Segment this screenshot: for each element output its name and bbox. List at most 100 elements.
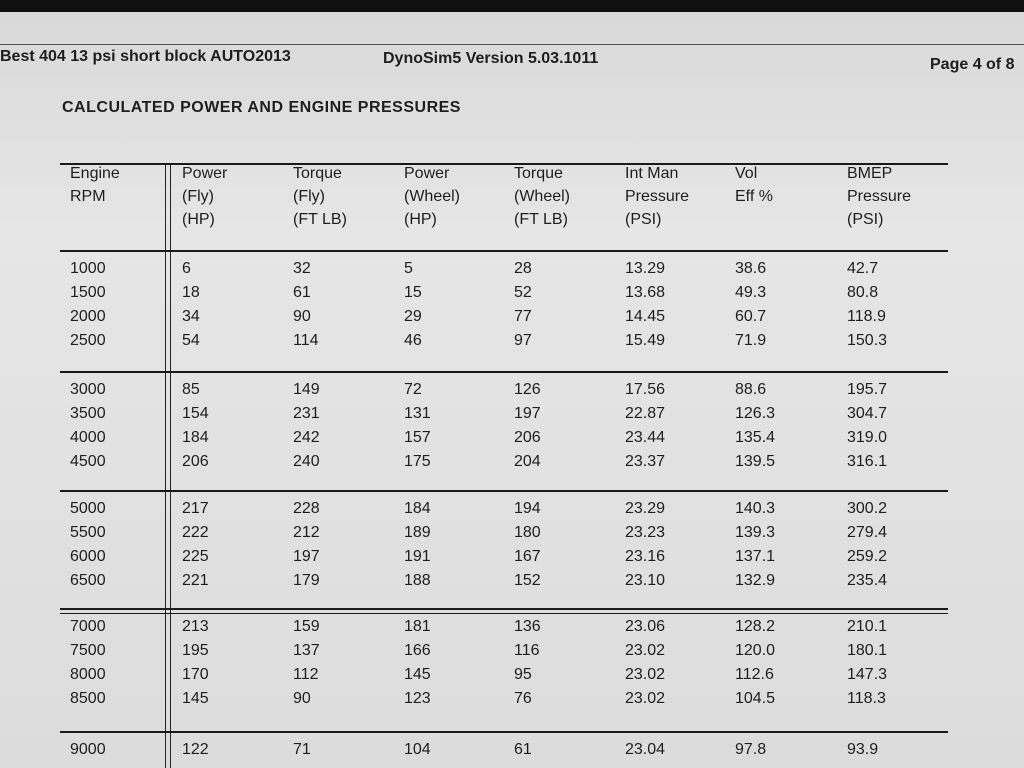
- column-header: (Fly): [182, 188, 214, 205]
- cell: 23.02: [625, 690, 666, 707]
- cell: 71.9: [735, 332, 767, 349]
- column-header: (FT LB): [514, 211, 568, 228]
- cell: 179: [293, 572, 320, 589]
- cell: 32: [293, 260, 311, 277]
- cell: 1000: [70, 260, 106, 277]
- cell: 23.23: [625, 524, 666, 541]
- section-title: CALCULATED POWER AND ENGINE PRESSURES: [62, 99, 461, 116]
- cell: 15: [404, 284, 422, 301]
- cell: 61: [514, 741, 532, 758]
- cell: 145: [404, 666, 431, 683]
- cell: 97.8: [735, 741, 767, 758]
- cell: 52: [514, 284, 532, 301]
- cell: 15.49: [625, 332, 666, 349]
- cell: 23.10: [625, 572, 666, 589]
- cell: 137.1: [735, 548, 776, 565]
- cell: 71: [293, 741, 311, 758]
- cell: 85: [182, 381, 200, 398]
- cell: 46: [404, 332, 422, 349]
- cell: 2000: [70, 308, 106, 325]
- cell: 112.6: [735, 666, 774, 683]
- cell: 61: [293, 284, 311, 301]
- cell: 259.2: [847, 548, 888, 565]
- cell: 77: [514, 308, 532, 325]
- cell: 126.3: [735, 405, 776, 422]
- cell: 13.29: [625, 260, 666, 277]
- column-header: Power: [404, 165, 450, 182]
- column-header: Torque: [293, 165, 342, 182]
- cell: 60.7: [735, 308, 767, 325]
- cell: 114: [293, 332, 319, 349]
- cell: 120.0: [735, 642, 776, 659]
- cell: 23.29: [625, 500, 666, 517]
- cell: 319.0: [847, 429, 888, 446]
- cell: 180.1: [847, 642, 888, 659]
- column-header: (Fly): [293, 188, 325, 205]
- cell: 23.04: [625, 741, 666, 758]
- cell: 95: [514, 666, 532, 683]
- cell: 147.3: [847, 666, 888, 683]
- cell: 204: [514, 453, 541, 470]
- cell: 18: [182, 284, 200, 301]
- cell: 225: [182, 548, 209, 565]
- cell: 17.56: [625, 381, 666, 398]
- cell: 231: [293, 405, 320, 422]
- cell: 180: [514, 524, 541, 541]
- cell: 28: [514, 260, 532, 277]
- cell: 42.7: [847, 260, 879, 277]
- cell: 304.7: [847, 405, 888, 422]
- cell: 191: [404, 548, 431, 565]
- cell: 206: [182, 453, 209, 470]
- column-header: RPM: [70, 188, 106, 205]
- cell: 131: [404, 405, 431, 422]
- cell: 76: [514, 690, 532, 707]
- cell: 140.3: [735, 500, 776, 517]
- cell: 122: [182, 741, 209, 758]
- cell: 139.5: [735, 453, 776, 470]
- screen-bezel: [0, 0, 1024, 12]
- cell: 132.9: [735, 572, 776, 589]
- cell: 170: [182, 666, 209, 683]
- cell: 90: [293, 308, 311, 325]
- cell: 118.3: [847, 690, 886, 707]
- cell: 3000: [70, 381, 106, 398]
- cell: 154: [182, 405, 209, 422]
- cell: 242: [293, 429, 320, 446]
- cell: 4000: [70, 429, 106, 446]
- cell: 118.9: [847, 308, 886, 325]
- cell: 157: [404, 429, 431, 446]
- cell: 14.45: [625, 308, 666, 325]
- cell: 166: [404, 642, 431, 659]
- cell: 23.37: [625, 453, 666, 470]
- header-rule: [0, 44, 1024, 45]
- cell: 195: [182, 642, 209, 659]
- column-divider: [165, 163, 171, 768]
- cell: 213: [182, 618, 209, 635]
- cell: 88.6: [735, 381, 767, 398]
- cell: 90: [293, 690, 311, 707]
- cell: 3500: [70, 405, 106, 422]
- cell: 6: [182, 260, 191, 277]
- cell: 221: [182, 572, 209, 589]
- column-header: Vol: [735, 165, 758, 182]
- cell: 235.4: [847, 572, 888, 589]
- cell: 5000: [70, 500, 106, 517]
- cell: 152: [514, 572, 541, 589]
- cell: 6000: [70, 548, 106, 565]
- column-header: Power: [182, 165, 228, 182]
- group-rule: [60, 371, 948, 373]
- column-header: Int Man: [625, 165, 679, 182]
- cell: 184: [404, 500, 431, 517]
- cell: 316.1: [847, 453, 888, 470]
- cell: 116: [514, 642, 540, 659]
- page-number: Page 4 of 8: [930, 56, 1015, 73]
- cell: 222: [182, 524, 209, 541]
- cell: 189: [404, 524, 431, 541]
- cell: 1500: [70, 284, 106, 301]
- cell: 97: [514, 332, 532, 349]
- cell: 135.4: [735, 429, 776, 446]
- cell: 195.7: [847, 381, 888, 398]
- cell: 38.6: [735, 260, 767, 277]
- cell: 228: [293, 500, 320, 517]
